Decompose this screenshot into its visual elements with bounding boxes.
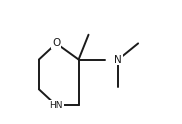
Text: O: O bbox=[52, 38, 60, 48]
Text: N: N bbox=[114, 55, 122, 64]
Text: HN: HN bbox=[50, 101, 63, 110]
